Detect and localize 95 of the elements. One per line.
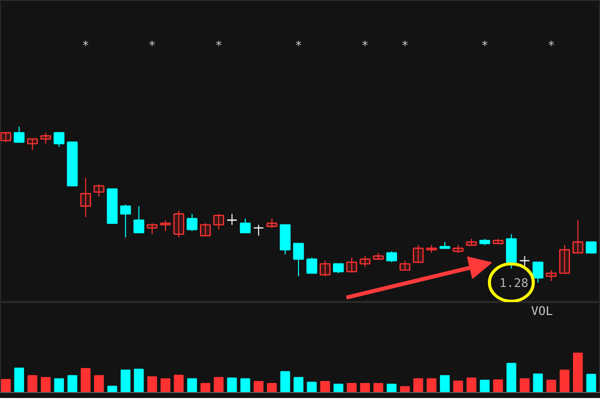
candlestick (519, 256, 530, 268)
bar (174, 374, 184, 392)
bar (360, 382, 370, 392)
candlestick (80, 178, 92, 218)
bar (586, 374, 596, 392)
bar (294, 377, 304, 392)
bar (334, 384, 344, 392)
candlestick (412, 244, 424, 263)
bar (466, 377, 476, 392)
candlestick (253, 224, 264, 236)
bar (134, 368, 144, 392)
bar (480, 380, 490, 392)
candlestick (27, 138, 38, 150)
bar (306, 382, 317, 392)
text: * (82, 38, 90, 52)
candlestick (559, 244, 570, 274)
candlestick (173, 210, 184, 238)
candlestick (293, 242, 304, 277)
annotation: 1.28 (499, 276, 528, 290)
text: * (215, 38, 222, 52)
candlestick (240, 218, 251, 234)
candlestick (146, 222, 158, 235)
text: * (148, 38, 156, 52)
bar (320, 380, 330, 392)
candlestick (400, 260, 410, 271)
bar (40, 377, 51, 392)
bar (147, 376, 158, 392)
bar (267, 382, 277, 392)
bar (386, 384, 397, 392)
bar (373, 382, 384, 392)
candlestick (186, 213, 198, 232)
candlestick (306, 257, 318, 274)
candlestick (14, 126, 25, 143)
bar (227, 377, 237, 392)
bar (14, 368, 24, 392)
candlestick (120, 204, 131, 238)
bar (453, 380, 464, 392)
bar (546, 380, 556, 392)
bar (572, 352, 583, 392)
candlestick (492, 238, 504, 244)
bar (107, 386, 118, 392)
bar (94, 375, 104, 392)
candlestick (200, 222, 211, 236)
bar (240, 378, 250, 392)
bar (346, 382, 357, 392)
candlestick (213, 213, 224, 230)
bar (0, 379, 11, 392)
candlestick (586, 241, 597, 254)
candlestick (133, 206, 144, 234)
candlestick (572, 220, 584, 254)
bar (120, 370, 130, 392)
text: * (361, 38, 369, 52)
bar (520, 378, 530, 392)
candlestick (386, 250, 398, 263)
bar (440, 375, 450, 392)
candlestick (346, 257, 358, 272)
bar (533, 374, 543, 392)
bar (187, 378, 197, 392)
text: * (401, 38, 409, 52)
candlestick (360, 256, 370, 268)
candlestick (452, 244, 464, 254)
bar (560, 370, 570, 392)
candlestick (506, 234, 517, 269)
text: * (481, 38, 488, 52)
candlestick (333, 263, 344, 274)
candlestick (94, 184, 104, 198)
bar (200, 382, 210, 392)
bar (493, 379, 503, 392)
bar (214, 377, 224, 392)
candlestick (426, 244, 437, 254)
bar (67, 375, 78, 392)
bar (28, 375, 38, 392)
text: * (294, 38, 302, 52)
bar (254, 380, 264, 392)
bar (400, 386, 410, 392)
bar (426, 378, 436, 392)
bar (506, 362, 516, 392)
candlestick (546, 270, 557, 282)
candlestick (266, 218, 278, 228)
bar (54, 378, 64, 392)
candlestick (320, 260, 330, 277)
bar (280, 371, 290, 392)
candlestick (532, 262, 544, 284)
candlestick (0, 132, 12, 143)
candlestick (160, 220, 171, 232)
candlestick (372, 252, 384, 260)
text: * (548, 38, 555, 52)
candlestick (226, 213, 238, 226)
text: VOL (531, 304, 553, 318)
candlestick (466, 238, 477, 246)
bar (413, 378, 424, 392)
bar (160, 378, 170, 392)
bar (80, 368, 91, 392)
candlestick (40, 132, 52, 144)
candlestick (54, 132, 64, 148)
